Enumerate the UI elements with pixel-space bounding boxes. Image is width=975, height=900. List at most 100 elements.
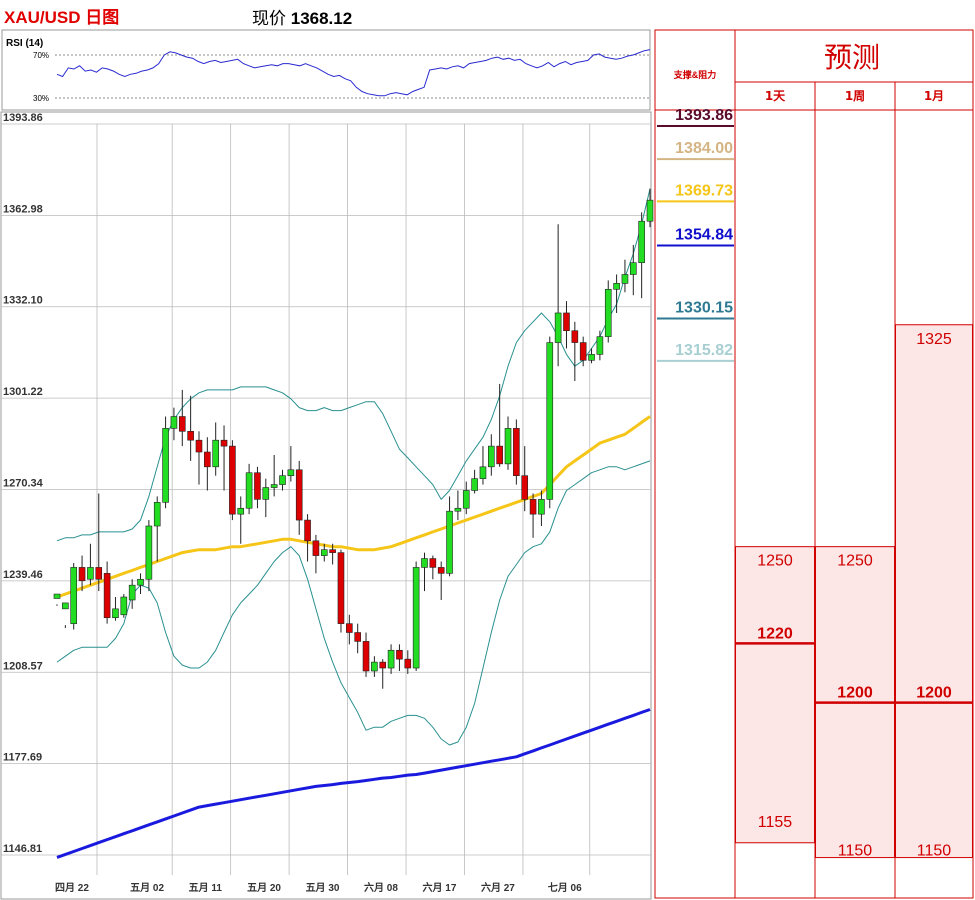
candle-body [279, 475, 286, 485]
candle-body [354, 632, 361, 642]
chart-title: XAU/USD 日图 [4, 8, 120, 27]
candle-body [362, 641, 370, 672]
y-tick-label: 1146.81 [3, 843, 42, 855]
rsi-level-label: 70% [33, 51, 49, 60]
candle-body [404, 658, 412, 669]
forecast-column-header: 1月 [924, 89, 944, 103]
x-tick-label: 四月 22 [55, 882, 89, 894]
forecast-range-month [895, 324, 973, 859]
support-resistance-header: 支撑&阻力 [673, 69, 717, 80]
current-price: 现价 1368.12 [252, 4, 352, 29]
candle-body [412, 567, 420, 669]
candle-body [596, 336, 604, 355]
bollinger-upper [56, 188, 651, 542]
sr-level-label: 1354.84 [675, 226, 733, 243]
candle-body [128, 584, 136, 601]
x-tick-label: 五月 11 [189, 882, 223, 894]
x-tick-label: 六月 17 [422, 881, 456, 894]
forecast-lower-month: 1150 [917, 843, 952, 860]
sr-level-label: 1393.86 [675, 107, 733, 124]
candle-body [170, 416, 178, 429]
candle-body [379, 661, 387, 669]
candle-body [304, 519, 311, 542]
candle-body [646, 199, 654, 222]
candle-body [287, 469, 295, 476]
y-tick-label: 1332.10 [3, 295, 43, 307]
candle-body [538, 499, 545, 515]
candle-body [429, 558, 437, 568]
candle-body [262, 487, 270, 500]
candle-body [95, 567, 103, 580]
forecast-range-day [735, 546, 815, 844]
candle-body [204, 451, 211, 468]
forecast-mid-week: 1200 [837, 685, 873, 702]
candle-body [153, 502, 161, 527]
x-tick-label: 五月 02 [130, 882, 164, 894]
candle-body [604, 288, 612, 337]
candle-body [488, 445, 495, 468]
candle-body [437, 567, 445, 574]
candle-body [529, 499, 537, 515]
candle-body [521, 475, 529, 500]
candle-body [178, 416, 186, 432]
candle-body [496, 445, 503, 465]
x-tick-label: 六月 27 [481, 881, 515, 894]
forecast-mid-day: 1220 [757, 625, 793, 642]
candle-body [103, 573, 111, 619]
forecast-column-header: 1周 [845, 89, 865, 103]
candle-body [245, 472, 253, 509]
candle-body [212, 439, 219, 468]
y-tick-label: 1208.57 [3, 660, 43, 672]
candle-body [513, 428, 520, 476]
candle-body [87, 567, 94, 580]
rsi-level-label: 30% [33, 94, 49, 103]
rsi-line [56, 49, 651, 97]
forecast-upper-month: 1325 [916, 331, 952, 348]
candle-body [78, 567, 86, 582]
candle-body [229, 445, 236, 515]
forecast-upper-week: 1250 [837, 553, 873, 570]
candle-body [421, 558, 428, 568]
forecast-title: 预测 [824, 41, 880, 74]
x-tick-label: 五月 30 [306, 882, 340, 894]
candle-body [546, 342, 554, 500]
y-tick-label: 1301.22 [3, 386, 43, 398]
x-tick-label: 七月 06 [548, 881, 582, 894]
candle-body [254, 472, 261, 500]
candle-body [479, 466, 487, 479]
y-tick-label: 1362.98 [3, 203, 43, 215]
candle-body [471, 478, 478, 491]
forecast-upper-day: 1250 [757, 553, 793, 570]
candle-body [237, 507, 245, 515]
candle-body [504, 428, 512, 465]
candle-body [337, 552, 345, 624]
candle-body [187, 431, 194, 441]
current-price-label: 现价 [252, 9, 286, 28]
ma-long-line [56, 708, 651, 859]
candle-body [195, 439, 203, 453]
candle-body [346, 623, 353, 633]
forecast-column-header: 1天 [765, 89, 786, 103]
candle-body [112, 608, 119, 619]
sr-level-label: 1330.15 [675, 300, 733, 317]
candle-body [579, 342, 587, 361]
candle-body [53, 593, 61, 599]
y-tick-label: 1270.34 [3, 477, 44, 489]
sr-level-label: 1315.82 [675, 342, 733, 359]
main-plot-frame [0, 111, 652, 900]
y-tick-label: 1239.46 [3, 569, 43, 581]
candle-body [396, 649, 403, 660]
candle-body [621, 274, 629, 284]
forecast-lower-week: 1150 [838, 843, 873, 860]
rsi-label: RSI (14) [6, 38, 43, 49]
forecast-lower-day: 1155 [758, 814, 793, 831]
sr-level-label: 1369.73 [675, 182, 733, 199]
candle-body [120, 596, 128, 616]
candle-body [220, 439, 228, 447]
candle-body [320, 549, 328, 556]
candle-body [371, 661, 378, 672]
bollinger-lower [56, 460, 651, 746]
y-tick-label: 1393.86 [3, 112, 43, 124]
candle-body [62, 602, 69, 610]
